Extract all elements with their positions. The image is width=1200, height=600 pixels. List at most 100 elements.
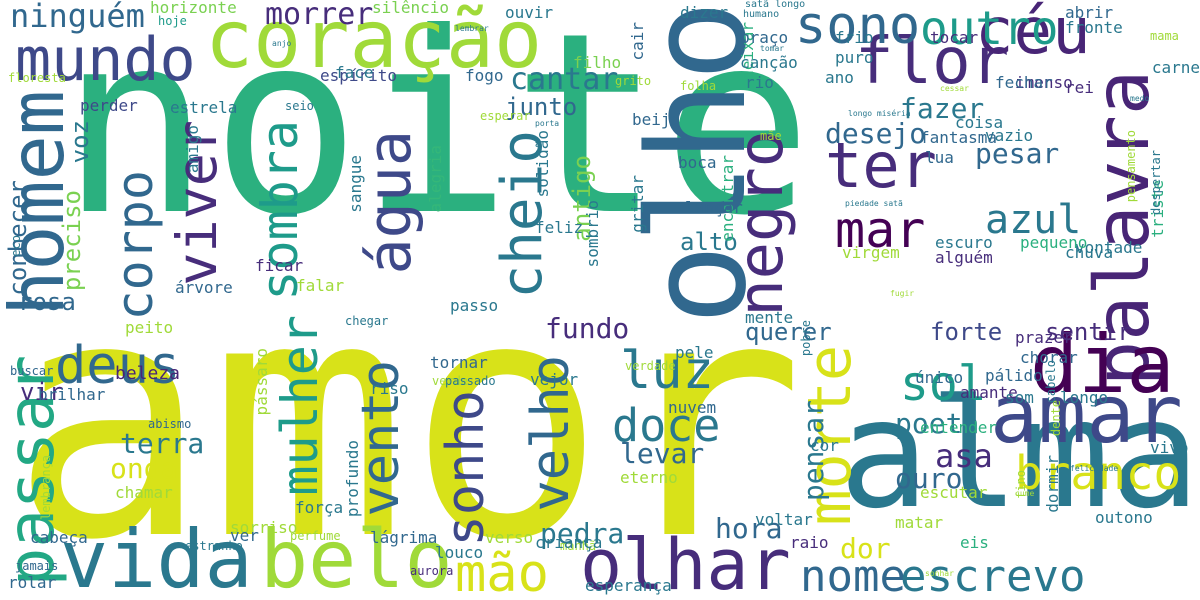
word: pequeno <box>1020 233 1088 252</box>
word: lembrança <box>39 455 53 521</box>
word: alegria <box>426 145 445 213</box>
word: olhar <box>580 524 791 600</box>
word: vivo <box>1150 438 1189 457</box>
word: hora <box>715 512 783 545</box>
word: amigo <box>183 125 202 174</box>
word: ouro <box>895 462 963 495</box>
word: coração <box>205 0 543 86</box>
word: verso <box>485 528 534 547</box>
word: asa <box>935 437 993 475</box>
word: fugir <box>890 289 915 298</box>
word: vazio <box>985 126 1034 145</box>
word: ver <box>230 526 259 545</box>
word: anjo <box>272 39 292 48</box>
word: satã longo <box>745 0 806 10</box>
word: terra <box>120 427 205 460</box>
word: morrer <box>265 0 374 32</box>
word: escuro <box>935 233 993 252</box>
word: ter <box>825 129 937 202</box>
word: chorar <box>1020 348 1078 367</box>
word: pobre <box>799 320 813 357</box>
word: felicidade <box>1070 464 1119 473</box>
word: mente <box>745 308 794 327</box>
word: corpo <box>106 170 164 321</box>
word: rio <box>745 73 774 92</box>
word: boca <box>678 153 717 172</box>
word: jamais <box>15 559 59 573</box>
word: porta <box>535 119 560 128</box>
word: ninguém <box>10 0 145 35</box>
word: cantar <box>510 62 619 97</box>
word: filho <box>573 53 622 72</box>
word: dor <box>840 532 891 565</box>
word: cair <box>628 22 647 61</box>
word: deus <box>55 336 181 396</box>
word: tomar <box>760 44 785 53</box>
word: nuvem <box>668 398 717 417</box>
word: prazer <box>1015 328 1073 347</box>
word: chuva <box>1065 243 1114 262</box>
word: flor <box>855 25 1010 99</box>
word: riso <box>370 379 409 398</box>
word: mama <box>1150 29 1179 43</box>
word: dormir <box>1043 455 1062 513</box>
word: lembrar <box>455 24 489 33</box>
word: sono <box>795 0 921 56</box>
word: sangue <box>346 155 365 213</box>
word: escutar <box>920 483 988 502</box>
word: aurora <box>410 564 454 578</box>
word: negro <box>724 130 797 317</box>
word: mãe <box>760 129 782 143</box>
word: verde <box>432 374 469 388</box>
word: alguém <box>935 248 993 267</box>
word: pedra <box>540 517 625 550</box>
word: eco <box>9 235 23 257</box>
word: puro <box>835 48 874 67</box>
word: imenso <box>1015 73 1073 92</box>
word: gritar <box>628 175 647 233</box>
word: cume <box>1015 489 1035 498</box>
word: rei <box>1065 78 1094 97</box>
word: voltar <box>755 510 813 529</box>
word: abrir <box>1065 3 1114 22</box>
word: abismo <box>148 417 192 431</box>
word: face <box>335 63 374 82</box>
word: vejor <box>530 370 579 389</box>
word: vir <box>20 378 64 406</box>
word: entender <box>920 418 998 437</box>
word: fronte <box>1065 18 1123 37</box>
word: desejo <box>825 117 927 150</box>
word: eis <box>960 533 989 552</box>
word: coisa <box>955 113 1004 132</box>
word: longo <box>1060 388 1109 407</box>
word: fogo <box>465 66 504 85</box>
word: estrela <box>170 98 238 117</box>
word: rosa <box>18 288 76 316</box>
word: esperança <box>585 576 672 595</box>
word: branco <box>1015 446 1182 500</box>
word: único <box>915 368 964 387</box>
word: ano <box>825 68 854 87</box>
word: pálido <box>985 366 1043 385</box>
word: feliz <box>535 218 584 237</box>
word: vida <box>60 513 253 600</box>
word: pesar <box>975 137 1060 170</box>
word: noite <box>60 0 813 270</box>
word: belo <box>260 513 453 600</box>
word: fazer <box>900 92 985 125</box>
word: sonhar <box>925 569 954 578</box>
word: manhã <box>560 539 597 553</box>
word: árvore <box>175 278 233 297</box>
word: seio <box>285 99 314 113</box>
word: pele <box>675 343 714 362</box>
word: onda <box>110 452 178 485</box>
word: mulher <box>271 315 329 496</box>
word: levar <box>620 437 705 470</box>
word: alto <box>680 228 738 256</box>
word: nome <box>800 551 906 600</box>
word: pássaro <box>252 348 271 416</box>
word: passado <box>445 374 496 388</box>
word: silêncio <box>372 0 450 17</box>
word: amor <box>10 228 805 600</box>
